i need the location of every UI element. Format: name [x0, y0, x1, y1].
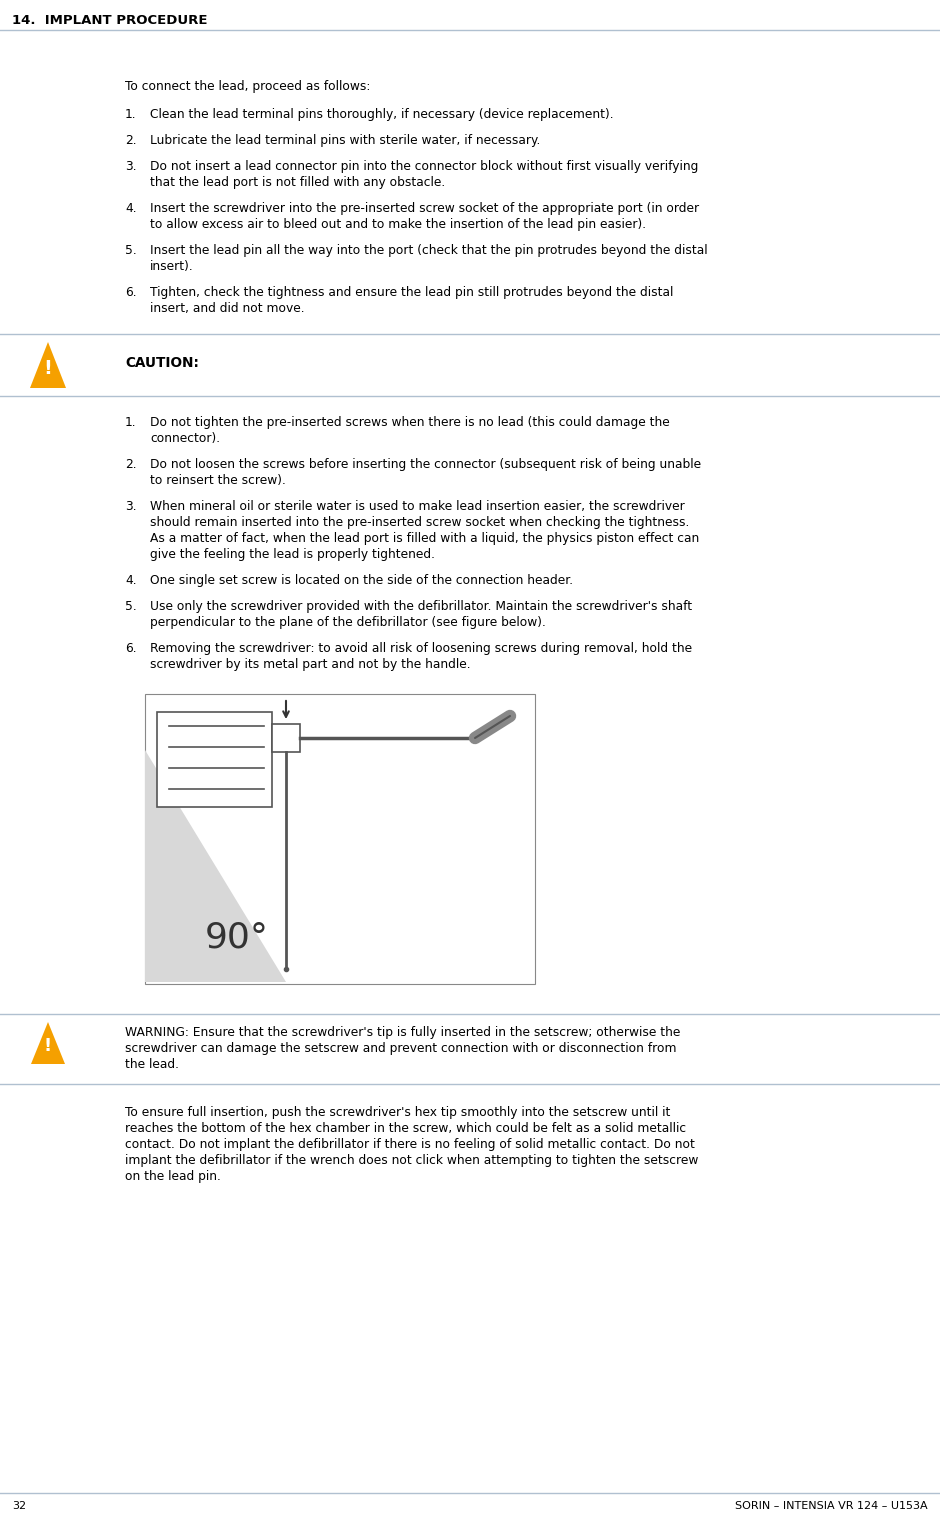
Text: Lubricate the lead terminal pins with sterile water, if necessary.: Lubricate the lead terminal pins with st…	[150, 133, 540, 147]
Text: screwdriver can damage the setscrew and prevent connection with or disconnection: screwdriver can damage the setscrew and …	[125, 1042, 677, 1055]
Polygon shape	[31, 1023, 65, 1064]
Text: 6.: 6.	[125, 642, 136, 655]
Text: give the feeling the lead is properly tightened.: give the feeling the lead is properly ti…	[150, 547, 435, 561]
Bar	[157, 711, 272, 806]
Text: 4.: 4.	[125, 573, 136, 587]
Text: As a matter of fact, when the lead port is filled with a liquid, the physics pis: As a matter of fact, when the lead port …	[150, 532, 699, 546]
Text: Insert the lead pin all the way into the port (check that the pin protrudes beyo: Insert the lead pin all the way into the…	[150, 244, 708, 258]
Text: 2.: 2.	[125, 458, 136, 471]
Text: should remain inserted into the pre-inserted screw socket when checking the tigh: should remain inserted into the pre-inse…	[150, 517, 689, 529]
Text: 1.: 1.	[125, 107, 136, 121]
Text: Insert the screwdriver into the pre-inserted screw socket of the appropriate por: Insert the screwdriver into the pre-inse…	[150, 202, 699, 215]
Text: !: !	[43, 359, 53, 377]
Text: Do not loosen the screws before inserting the connector (subsequent risk of bein: Do not loosen the screws before insertin…	[150, 458, 701, 471]
Polygon shape	[30, 342, 66, 388]
Text: 3.: 3.	[125, 500, 136, 514]
Text: Do not tighten the pre-inserted screws when there is no lead (this could damage : Do not tighten the pre-inserted screws w…	[150, 415, 669, 429]
Text: 14.  IMPLANT PROCEDURE: 14. IMPLANT PROCEDURE	[12, 14, 208, 28]
Text: 5.: 5.	[125, 599, 136, 613]
Text: Tighten, check the tightness and ensure the lead pin still protrudes beyond the : Tighten, check the tightness and ensure …	[150, 287, 673, 299]
Text: 1.: 1.	[125, 415, 136, 429]
Text: screwdriver by its metal part and not by the handle.: screwdriver by its metal part and not by…	[150, 658, 471, 671]
Text: reaches the bottom of the hex chamber in the screw, which could be felt as a sol: reaches the bottom of the hex chamber in…	[125, 1122, 686, 1134]
Text: 5.: 5.	[125, 244, 136, 258]
Text: perpendicular to the plane of the defibrillator (see figure below).: perpendicular to the plane of the defibr…	[150, 616, 546, 629]
Text: connector).: connector).	[150, 432, 220, 445]
Polygon shape	[145, 750, 286, 983]
Text: that the lead port is not filled with any obstacle.: that the lead port is not filled with an…	[150, 176, 446, 189]
Text: Clean the lead terminal pins thoroughly, if necessary (device replacement).: Clean the lead terminal pins thoroughly,…	[150, 107, 614, 121]
Text: to allow excess air to bleed out and to make the insertion of the lead pin easie: to allow excess air to bleed out and to …	[150, 218, 646, 231]
Text: Do not insert a lead connector pin into the connector block without first visual: Do not insert a lead connector pin into …	[150, 159, 698, 173]
Text: 4.: 4.	[125, 202, 136, 215]
Text: SORIN – INTENSIA VR 124 – U153A: SORIN – INTENSIA VR 124 – U153A	[735, 1501, 928, 1512]
Text: the lead.: the lead.	[125, 1058, 179, 1072]
Bar	[272, 724, 300, 753]
Text: 3.: 3.	[125, 159, 136, 173]
Text: to reinsert the screw).: to reinsert the screw).	[150, 474, 286, 487]
Text: 32: 32	[12, 1501, 26, 1512]
Text: 6.: 6.	[125, 287, 136, 299]
Text: 2.: 2.	[125, 133, 136, 147]
Text: CAUTION:: CAUTION:	[125, 356, 199, 369]
Text: Use only the screwdriver provided with the defibrillator. Maintain the screwdriv: Use only the screwdriver provided with t…	[150, 599, 692, 613]
Text: implant the defibrillator if the wrench does not click when attempting to tighte: implant the defibrillator if the wrench …	[125, 1154, 698, 1167]
Text: To ensure full insertion, push the screwdriver's hex tip smoothly into the setsc: To ensure full insertion, push the screw…	[125, 1105, 670, 1119]
Text: on the lead pin.: on the lead pin.	[125, 1170, 221, 1183]
Text: One single set screw is located on the side of the connection header.: One single set screw is located on the s…	[150, 573, 573, 587]
Text: 90°: 90°	[205, 920, 269, 954]
Text: WARNING: Ensure that the screwdriver's tip is fully inserted in the setscrew; ot: WARNING: Ensure that the screwdriver's t…	[125, 1026, 681, 1039]
Bar	[145, 694, 535, 984]
Text: insert).: insert).	[150, 261, 194, 273]
Text: To connect the lead, proceed as follows:: To connect the lead, proceed as follows:	[125, 80, 370, 94]
Text: Removing the screwdriver: to avoid all risk of loosening screws during removal, : Removing the screwdriver: to avoid all r…	[150, 642, 692, 655]
Text: contact. Do not implant the defibrillator if there is no feeling of solid metall: contact. Do not implant the defibrillato…	[125, 1137, 695, 1151]
Text: insert, and did not move.: insert, and did not move.	[150, 302, 305, 314]
Text: When mineral oil or sterile water is used to make lead insertion easier, the scr: When mineral oil or sterile water is use…	[150, 500, 684, 514]
Text: !: !	[44, 1036, 52, 1055]
